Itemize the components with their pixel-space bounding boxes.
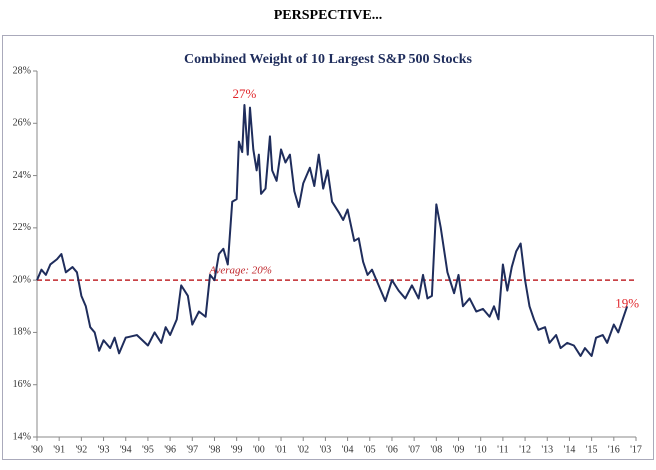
x-tick-label: '13 — [541, 444, 553, 455]
x-tick-label: '95 — [142, 444, 154, 455]
x-tick-label: '01 — [275, 444, 287, 455]
y-tick-label: 28% — [13, 65, 31, 76]
data-line — [36, 103, 629, 357]
chart-frame — [2, 35, 654, 460]
annotation: 27% — [233, 86, 257, 101]
y-tick-label: 20% — [13, 274, 31, 285]
x-tick-label: '15 — [586, 444, 598, 455]
y-tick-label: 22% — [13, 222, 31, 233]
x-tick-label: '08 — [430, 444, 442, 455]
y-tick-label: 18% — [13, 327, 31, 338]
x-tick-label: '02 — [297, 444, 309, 455]
chart-title: Combined Weight of 10 Largest S&P 500 St… — [184, 52, 472, 67]
x-tick-label: '98 — [209, 444, 221, 455]
x-tick-label: '16 — [608, 444, 620, 455]
x-tick-label: '05 — [364, 444, 376, 455]
average-label: Average: 20% — [208, 265, 272, 277]
y-tick-label: 14% — [13, 431, 31, 442]
page-title: PERSPECTIVE... — [274, 8, 383, 23]
x-tick-label: '04 — [342, 444, 354, 455]
x-tick-label: '90 — [31, 444, 43, 455]
x-tick-label: '96 — [164, 444, 176, 455]
y-tick-label: 24% — [13, 170, 31, 181]
x-tick-label: '99 — [231, 444, 243, 455]
x-tick-label: '93 — [98, 444, 110, 455]
x-tick-label: '03 — [320, 444, 332, 455]
annotation: 19% — [615, 295, 639, 310]
x-tick-label: '06 — [386, 444, 398, 455]
x-tick-label: '09 — [453, 444, 465, 455]
x-tick-label: '94 — [120, 444, 132, 455]
y-tick-label: 26% — [13, 118, 31, 129]
x-tick-label: '00 — [253, 444, 265, 455]
x-tick-label: '10 — [475, 444, 487, 455]
x-tick-label: '12 — [519, 444, 531, 455]
x-tick-label: '14 — [564, 444, 576, 455]
y-tick-label: 16% — [13, 379, 31, 390]
x-tick-label: '97 — [186, 444, 198, 455]
x-tick-label: '11 — [497, 444, 508, 455]
x-tick-label: '17 — [630, 444, 642, 455]
x-tick-label: '91 — [53, 444, 65, 455]
x-tick-label: '07 — [408, 444, 420, 455]
x-tick-label: '92 — [75, 444, 87, 455]
